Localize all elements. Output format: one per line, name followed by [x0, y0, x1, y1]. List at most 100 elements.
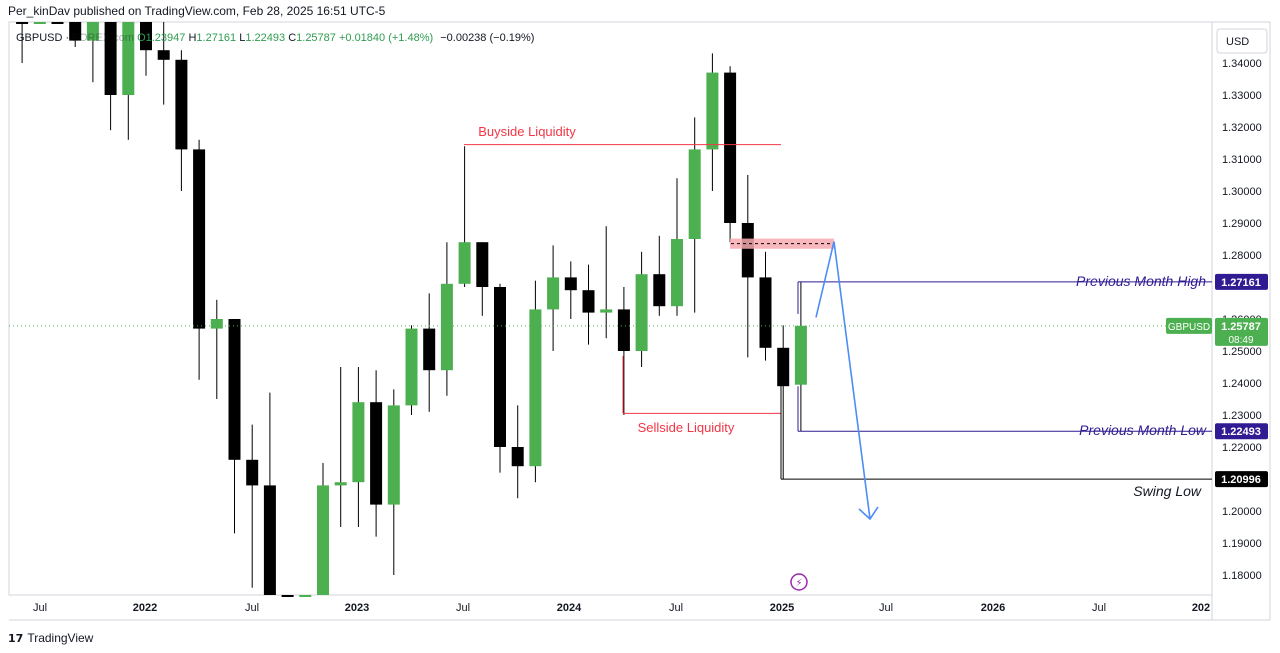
candle: [104, 22, 117, 131]
y-tick-label: 1.20000: [1222, 506, 1262, 518]
x-tick-label: 2025: [770, 602, 794, 614]
change-pct: (+1.48%): [388, 32, 434, 44]
candle: [122, 22, 135, 140]
candle-body: [69, 22, 82, 41]
candle-body: [405, 328, 418, 406]
candle-body: [494, 287, 506, 447]
candle: [210, 299, 223, 399]
x-tick-label: 2023: [345, 602, 369, 614]
candle: [600, 226, 613, 339]
candle: [741, 175, 754, 358]
x-tick-label: 2026: [981, 602, 1005, 614]
swing-low-label: Swing Low: [1133, 483, 1202, 499]
candle-body: [671, 239, 683, 307]
candle-body: [706, 72, 719, 150]
pml-price-badge-bg: [1215, 423, 1268, 440]
candle-body: [281, 595, 294, 597]
pml-label: Previous Month Low: [1079, 422, 1207, 438]
swing-low-price-badge-bg: [1215, 471, 1268, 488]
candle: [16, 22, 29, 63]
candle: [458, 146, 471, 287]
candle: [405, 325, 418, 415]
candle: [334, 367, 347, 527]
x-tick-label: Jul: [245, 602, 259, 614]
sellside-label: Sellside Liquidity: [638, 420, 735, 435]
lightning-icon[interactable]: ⚡: [790, 573, 808, 591]
swing-low-price-badge: 1.20996: [1221, 474, 1261, 486]
currency-label: USD: [1226, 36, 1249, 48]
candle-body: [104, 22, 117, 95]
candles: [16, 22, 807, 597]
candle: [653, 235, 666, 316]
candle: [69, 22, 82, 47]
tradingview-logo-icon[interactable]: 𝟭𝟳: [8, 631, 24, 645]
currency-box[interactable]: [1216, 28, 1268, 54]
projection-arrowhead: [858, 506, 879, 521]
candle: [370, 370, 383, 537]
candle-body: [140, 22, 152, 51]
candle-body: [157, 50, 170, 60]
candle-body: [511, 447, 524, 467]
candle: [423, 293, 436, 412]
candle-body: [688, 149, 701, 239]
last-price-badge-bg: [1215, 317, 1268, 346]
candle: [724, 66, 737, 243]
candle-body: [33, 22, 46, 24]
y-tick-label: 1.22000: [1222, 442, 1262, 454]
candle-body: [352, 402, 365, 483]
x-tick-label: Jul: [879, 602, 893, 614]
pml-price-badge: 1.22493: [1221, 426, 1261, 438]
candle: [140, 22, 152, 76]
symbol-name[interactable]: GBPUSD: [16, 32, 63, 44]
x-tick-label: 2024: [557, 602, 582, 614]
candle-body: [86, 22, 99, 41]
candle-body: [423, 328, 436, 371]
y-tick-label: 1.23000: [1222, 410, 1262, 422]
pmh-label: Previous Month High: [1076, 273, 1206, 289]
candle-body: [724, 72, 737, 223]
candle-body: [263, 485, 276, 595]
candle: [476, 242, 489, 316]
candle-body: [759, 277, 772, 348]
buyside-label: Buyside Liquidity: [478, 124, 576, 139]
candle-body: [741, 223, 754, 278]
y-tick-label: 1.34000: [1222, 58, 1262, 70]
y-tick-label: 1.32000: [1222, 122, 1262, 134]
y-tick-label: 1.25000: [1222, 346, 1262, 358]
y-axis-ticks: 1.34000 1.33000 1.32000 1.31000 1.30000 1.290…: [1222, 58, 1262, 582]
candle-body: [387, 405, 400, 505]
candle: [228, 319, 241, 534]
y-tick-label: 1.24000: [1222, 378, 1262, 390]
candle: [777, 325, 790, 479]
candle-body: [334, 482, 347, 486]
projection-arrow: [815, 241, 871, 520]
candle-body: [600, 309, 613, 313]
change-value: +0.01840: [338, 32, 386, 44]
y-tick-label: 1.28000: [1222, 250, 1262, 262]
y-tick-label: 1.18000: [1222, 570, 1262, 582]
brand-name[interactable]: TradingView: [27, 631, 94, 645]
candle: [86, 22, 99, 83]
publish-header: Per_kinDav published on TradingView.com,…: [8, 4, 386, 18]
low-value: 1.22493: [245, 32, 286, 44]
candle-body: [635, 274, 648, 351]
candle: [494, 283, 506, 473]
legend-separator: ·: [65, 32, 70, 44]
candle-body: [317, 485, 329, 595]
candle: [635, 251, 648, 367]
candle: [759, 251, 772, 361]
high-value: 1.27161: [196, 32, 237, 44]
candle: [387, 389, 400, 575]
candle-body: [175, 59, 188, 150]
candle-body: [228, 319, 241, 460]
candle-body: [547, 277, 560, 310]
candle: [299, 595, 312, 597]
last-price-countdown: 08:49: [1228, 335, 1253, 346]
candle: [706, 53, 719, 191]
candle: [51, 22, 64, 24]
x-tick-label: 2022: [133, 602, 157, 614]
plot-border: [8, 21, 1213, 596]
extra-value: −0.00238: [440, 32, 487, 44]
pmh-price-badge-bg: [1215, 273, 1268, 290]
